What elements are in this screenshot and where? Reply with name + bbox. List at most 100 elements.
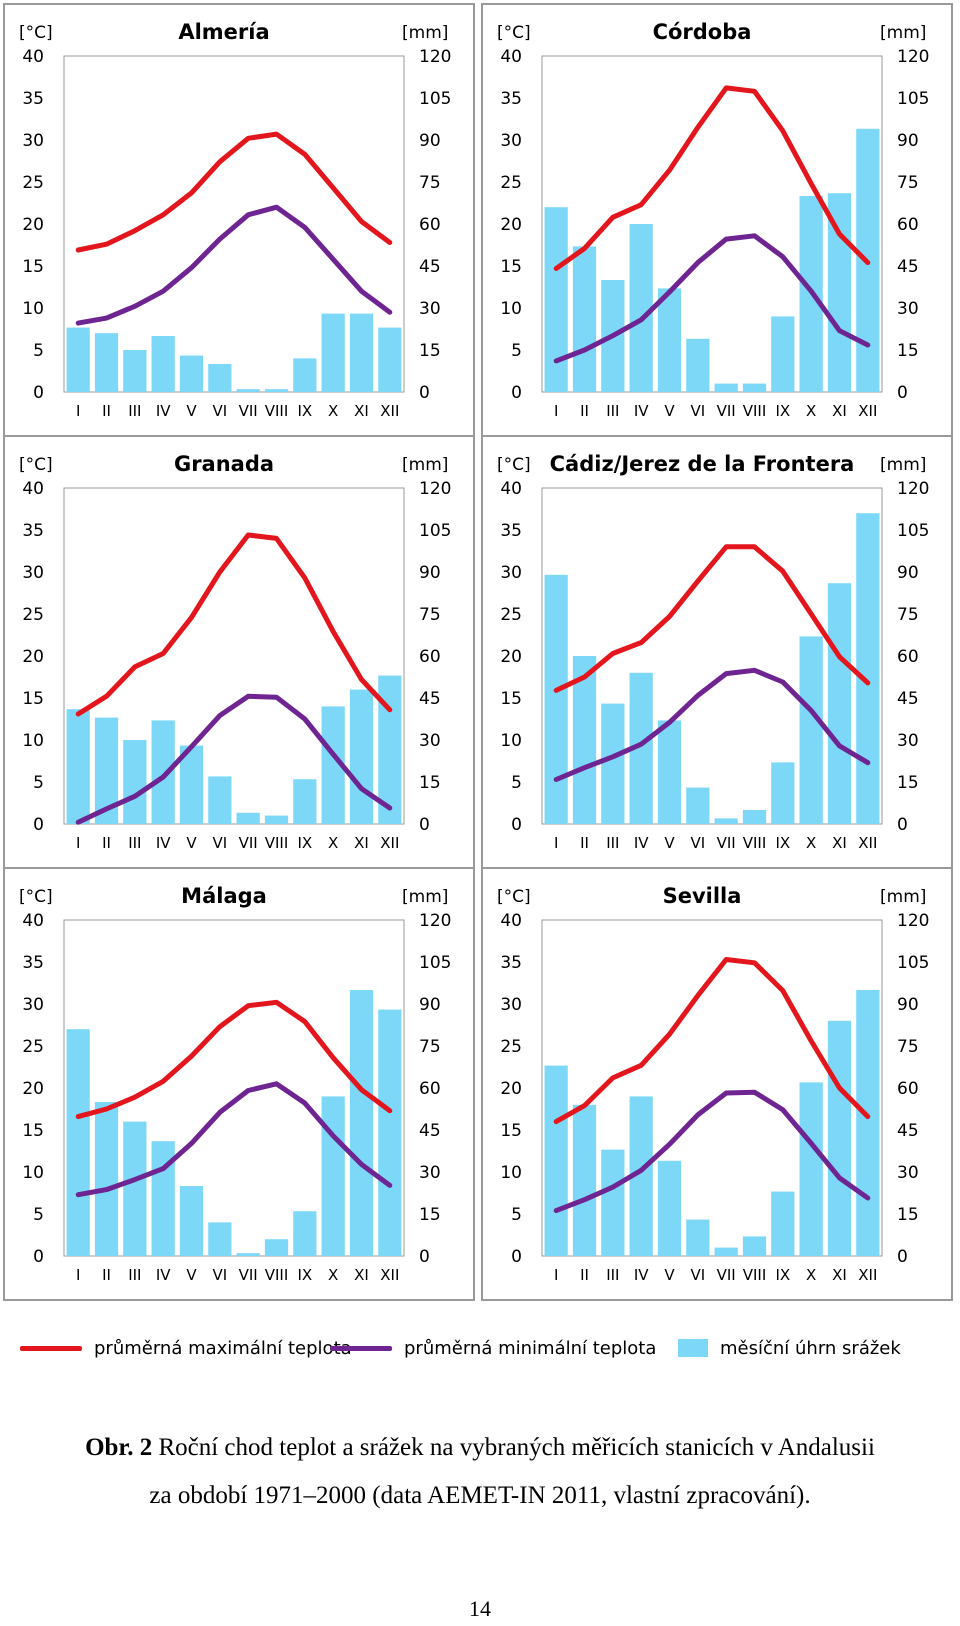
right-tick-label: 60 xyxy=(897,647,919,667)
min-temp-line xyxy=(553,233,871,364)
left-tick-label: 10 xyxy=(500,299,522,319)
left-tick-label: 25 xyxy=(22,605,44,625)
x-tick-label: VII xyxy=(717,834,736,852)
precip-bar xyxy=(714,383,738,392)
x-tick-label: XI xyxy=(832,834,847,852)
legend-max-temp-swatch xyxy=(20,1345,82,1351)
chart-border xyxy=(3,867,475,1301)
legend-item-max-temp: průměrná maximální teplota xyxy=(20,1326,352,1370)
x-tick-label: VI xyxy=(690,402,705,420)
left-tick-label: 30 xyxy=(22,995,44,1015)
left-tick-label: 15 xyxy=(500,1121,522,1141)
left-tick-label: 5 xyxy=(33,773,44,793)
x-tick-label: XI xyxy=(354,1266,369,1284)
right-axis-unit: [mm] xyxy=(402,23,448,43)
left-tick-label: 20 xyxy=(22,647,44,667)
right-tick-label: 75 xyxy=(419,605,441,625)
left-tick-label: 10 xyxy=(500,731,522,751)
right-tick-label: 60 xyxy=(897,1079,919,1099)
precip-bar xyxy=(293,358,317,392)
left-tick-label: 40 xyxy=(500,479,522,499)
right-axis-unit: [mm] xyxy=(880,887,926,907)
x-tick-label: V xyxy=(186,1266,197,1284)
right-axis-unit: [mm] xyxy=(402,455,448,475)
x-tick-label: V xyxy=(186,402,197,420)
x-tick-label: X xyxy=(328,402,338,420)
x-tick-label: X xyxy=(806,402,816,420)
precip-bar xyxy=(856,990,880,1256)
precip-bar xyxy=(714,1247,738,1256)
caption-figure-number: Obr. 2 xyxy=(85,1434,153,1461)
right-tick-label: 105 xyxy=(897,89,929,109)
x-tick-label: VIII xyxy=(265,834,289,852)
left-tick-label: 25 xyxy=(500,1037,522,1057)
left-tick-label: 35 xyxy=(22,953,44,973)
x-tick-label: I xyxy=(76,402,80,420)
x-tick-label: XII xyxy=(380,402,399,420)
right-tick-label: 15 xyxy=(419,1205,441,1225)
right-tick-label: 15 xyxy=(419,341,441,361)
x-tick-label: VII xyxy=(239,834,258,852)
plot-area xyxy=(63,919,405,1257)
left-tick-label: 5 xyxy=(33,341,44,361)
right-axis-unit: [mm] xyxy=(880,455,926,475)
left-tick-label: 25 xyxy=(500,605,522,625)
right-tick-label: 30 xyxy=(419,731,441,751)
precip-bar xyxy=(378,675,402,824)
right-tick-label: 60 xyxy=(897,215,919,235)
x-tick-label: VII xyxy=(239,402,258,420)
precip-bar xyxy=(544,1065,568,1256)
x-tick-label: II xyxy=(102,834,111,852)
x-tick-label: V xyxy=(186,834,197,852)
plot-area xyxy=(63,55,405,393)
x-tick-label: III xyxy=(606,834,619,852)
chart-title: Córdoba xyxy=(653,20,752,44)
left-tick-label: 35 xyxy=(500,953,522,973)
left-tick-label: 40 xyxy=(22,47,44,67)
x-tick-label: IV xyxy=(156,402,171,420)
right-tick-label: 90 xyxy=(419,995,441,1015)
precip-bar xyxy=(771,316,795,392)
left-tick-label: 40 xyxy=(500,911,522,931)
precip-bar xyxy=(123,1121,147,1256)
x-tick-label: IV xyxy=(634,834,649,852)
precip-bar xyxy=(123,740,147,824)
caption-line-1: Obr. 2 Roční chod teplot a srážek na vyb… xyxy=(0,1424,960,1472)
left-axis-unit: [°C] xyxy=(497,887,531,907)
precip-bar xyxy=(151,336,175,392)
left-tick-label: 20 xyxy=(22,215,44,235)
right-tick-label: 30 xyxy=(897,299,919,319)
left-tick-label: 30 xyxy=(22,131,44,151)
plot-area xyxy=(541,919,883,1257)
x-tick-label: II xyxy=(102,1266,111,1284)
right-tick-label: 60 xyxy=(419,1079,441,1099)
x-tick-label: VI xyxy=(212,834,227,852)
x-tick-label: VIII xyxy=(743,402,767,420)
charts-svg: Almería [°C] [mm] 0 5 10 15 20 25 30 35 40 0 15 30 45 60… xyxy=(3,3,953,1301)
right-tick-label: 120 xyxy=(897,479,929,499)
caption-line-1-text: Roční chod teplot a srážek na vybraných … xyxy=(152,1434,875,1461)
left-tick-label: 30 xyxy=(500,563,522,583)
precip-bar xyxy=(657,288,682,392)
min-temp-line xyxy=(553,1089,871,1214)
precip-bar xyxy=(94,333,119,392)
left-tick-label: 5 xyxy=(511,341,522,361)
right-tick-label: 15 xyxy=(897,1205,919,1225)
precip-bar xyxy=(66,1029,90,1256)
right-tick-label: 0 xyxy=(897,1247,908,1267)
x-tick-label: IV xyxy=(156,834,171,852)
precip-bar xyxy=(321,1096,345,1256)
right-tick-label: 120 xyxy=(419,911,451,931)
left-tick-label: 20 xyxy=(500,215,522,235)
left-tick-label: 30 xyxy=(500,131,522,151)
right-tick-label: 45 xyxy=(419,257,441,277)
precip-bar xyxy=(686,1219,710,1256)
x-tick-label: V xyxy=(664,834,675,852)
right-tick-label: 0 xyxy=(897,815,908,835)
legend-precip-label: měsíční úhrn srážek xyxy=(720,1337,901,1359)
left-tick-label: 0 xyxy=(511,1247,522,1267)
precip-bar xyxy=(378,1009,402,1256)
left-tick-label: 25 xyxy=(22,1037,44,1057)
precip-bar xyxy=(742,383,767,392)
right-tick-label: 90 xyxy=(419,131,441,151)
